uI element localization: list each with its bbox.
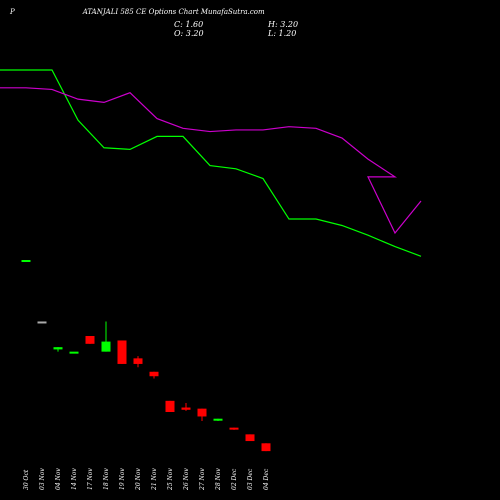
candle-body — [37, 321, 47, 324]
candle-body — [69, 351, 79, 354]
chart-title-bar: P ATANJALI 585 CE Options Chart MunafaSut… — [10, 8, 265, 16]
candle-body — [165, 400, 175, 412]
x-tick-label: 30 Oct — [23, 469, 30, 490]
candle-body — [229, 427, 239, 430]
x-tick-label: 03 Nov — [39, 468, 46, 490]
x-tick-label: 28 Nov — [215, 468, 222, 491]
candle-body — [197, 408, 207, 417]
x-tick-label: 14 Nov — [71, 468, 78, 490]
chart-title-prefix: P — [10, 8, 15, 16]
candle-body — [261, 443, 271, 452]
candle-body — [85, 336, 95, 344]
candle-body — [133, 358, 143, 364]
overlay-line-green — [0, 69, 422, 257]
x-tick-label: 04 Nov — [55, 468, 62, 490]
x-tick-label: 02 Dec — [231, 468, 238, 490]
x-tick-label: 19 Nov — [119, 468, 126, 490]
chart-title: ATANJALI 585 CE Options Chart MunafaSutr… — [82, 8, 265, 16]
x-tick-label: 26 Nov — [183, 468, 190, 491]
candle-body — [21, 260, 31, 262]
x-tick-label: 03 Dec — [247, 468, 254, 490]
x-tick-label: 27 Nov — [199, 468, 206, 491]
candle-body — [53, 347, 63, 350]
candle-body — [101, 341, 111, 352]
candle-body — [149, 371, 159, 377]
x-tick-label: 18 Nov — [103, 468, 110, 490]
x-tick-label: 20 Nov — [135, 468, 142, 491]
overlay-line-magenta — [0, 87, 422, 235]
close-value: C: 1.60 — [174, 20, 204, 29]
candle-body — [117, 340, 127, 364]
x-tick-label: 21 Nov — [151, 468, 158, 491]
x-tick-label: 25 Nov — [167, 468, 174, 491]
x-tick-label: 04 Dec — [263, 468, 270, 490]
candle-body — [181, 407, 191, 410]
candle-body — [213, 418, 223, 421]
low-value: L: 1.20 — [268, 29, 297, 38]
x-tick-label: 17 Nov — [87, 468, 94, 490]
high-value: H: 3.20 — [268, 20, 299, 29]
open-value: O: 3.20 — [174, 29, 204, 38]
candle-body — [245, 434, 255, 442]
